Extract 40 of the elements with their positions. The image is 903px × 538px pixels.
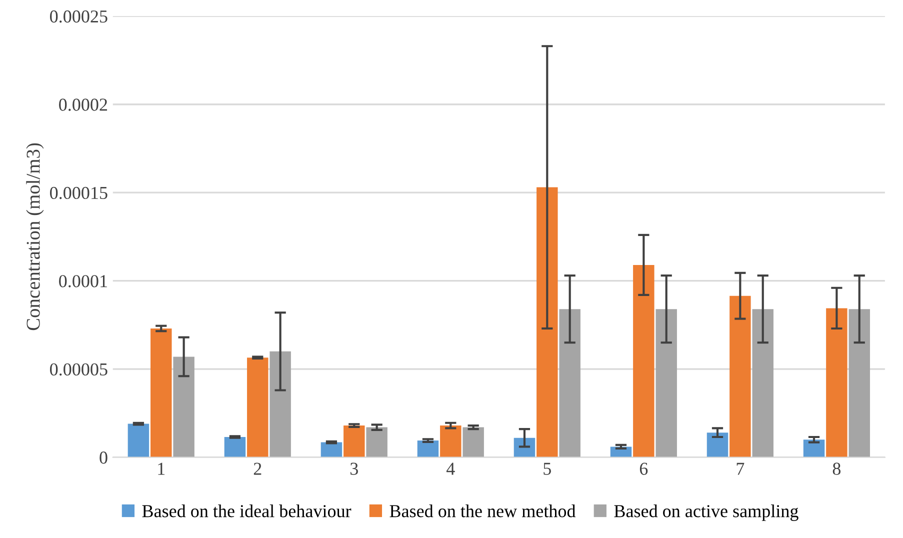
y-tick-label: 0.0001 xyxy=(59,275,107,288)
bar xyxy=(173,356,194,458)
y-tick-label: 0.00015 xyxy=(50,186,108,200)
bar xyxy=(128,424,150,458)
bar xyxy=(366,427,388,458)
bar xyxy=(730,296,751,458)
bar xyxy=(270,351,291,458)
y-tick-label: 0.00005 xyxy=(50,363,108,376)
x-tick-label: 2 xyxy=(254,462,262,475)
y-tick-label: 0.00025 xyxy=(50,10,108,23)
x-tick-label: 1 xyxy=(158,462,165,475)
bar xyxy=(320,442,342,458)
x-tick-label: 6 xyxy=(640,462,648,475)
bar xyxy=(752,309,774,458)
bar xyxy=(559,309,580,458)
bar xyxy=(247,358,268,458)
legend-label: Based on the ideal behaviour xyxy=(142,504,352,518)
bar xyxy=(656,309,677,458)
bar xyxy=(633,264,654,458)
legend-label: Based on the new method xyxy=(390,504,576,518)
legend-label: Based on active sampling xyxy=(614,504,798,521)
x-tick-label: 3 xyxy=(350,462,358,475)
bar xyxy=(417,440,439,458)
x-tick-label: 8 xyxy=(832,462,841,475)
bar xyxy=(440,426,462,458)
y-axis-title: Concentration (mol/m3) xyxy=(26,143,44,330)
bar xyxy=(706,432,728,458)
x-tick-label: 4 xyxy=(446,462,455,475)
x-tick-label: 7 xyxy=(736,462,744,475)
bar xyxy=(344,426,365,458)
y-tick-label: 0 xyxy=(100,452,108,464)
bar xyxy=(150,328,172,458)
bar xyxy=(803,440,825,458)
bar xyxy=(536,187,558,458)
bar xyxy=(462,427,484,458)
bar xyxy=(826,308,848,458)
bar xyxy=(848,309,870,458)
x-tick-label: 5 xyxy=(544,462,551,475)
bar xyxy=(224,437,246,458)
y-tick-label: 0.0002 xyxy=(59,98,108,111)
